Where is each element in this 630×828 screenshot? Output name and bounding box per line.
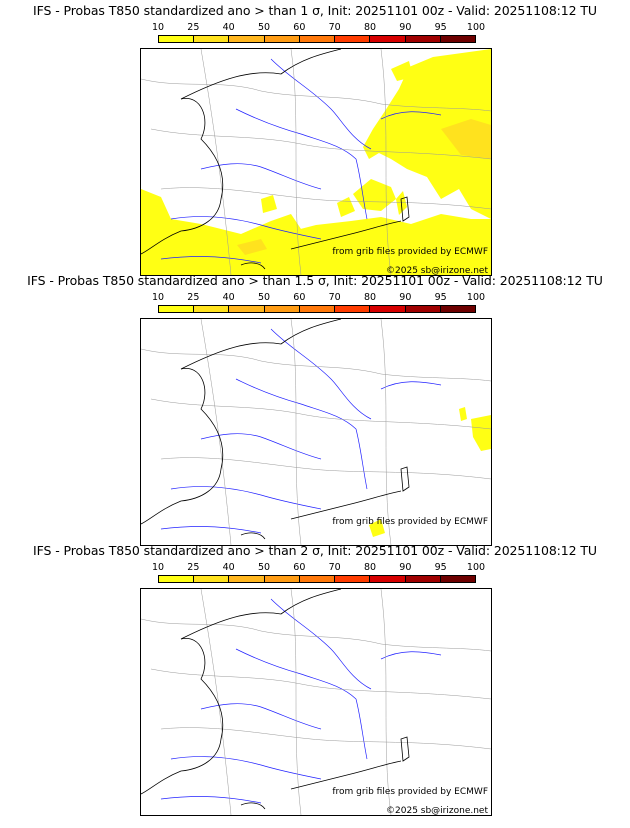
colorbar-swatch xyxy=(194,36,230,42)
colorbar-swatch xyxy=(299,306,336,312)
probability-colorbar: 10 25 40 50 60 70 80 90 95 100 xyxy=(152,562,485,585)
credit-source: from grib files provided by ECMWF xyxy=(332,787,488,797)
panel-title: IFS - Probas T850 standardized ano > tha… xyxy=(33,543,597,558)
colorbar-swatch xyxy=(264,306,300,312)
colorbar-swatch xyxy=(299,36,336,42)
probability-shading xyxy=(141,49,491,275)
colorbar-boxes xyxy=(158,575,476,583)
colorbar-tick-label: 70 xyxy=(328,292,341,303)
colorbar-tick-label: 80 xyxy=(363,22,377,33)
colorbar-tick-label: 100 xyxy=(466,292,486,303)
borders xyxy=(141,49,491,275)
colorbar-labels: 10 25 40 50 60 70 80 90 95 100 xyxy=(152,22,485,34)
colorbar-swatch xyxy=(264,36,300,42)
colorbar-swatch xyxy=(159,36,195,42)
colorbar-labels: 10 25 40 50 60 70 80 90 95 100 xyxy=(152,562,485,574)
colorbar-tick-label: 70 xyxy=(328,22,341,33)
colorbar-tick-label: 95 xyxy=(434,562,447,573)
colorbar-tick-label: 80 xyxy=(363,292,377,303)
colorbar-swatch xyxy=(405,576,441,582)
map-canvas xyxy=(141,589,491,815)
colorbar-swatch xyxy=(405,36,441,42)
forecast-panel-2sigma: IFS - Probas T850 standardized ano > tha… xyxy=(0,540,630,816)
colorbar-tick-label: 100 xyxy=(466,562,486,573)
colorbar-tick-label: 80 xyxy=(363,562,377,573)
colorbar-tick-label: 70 xyxy=(328,562,341,573)
colorbar-tick-label: 95 xyxy=(434,292,447,303)
colorbar-tick-label: 25 xyxy=(187,22,200,33)
colorbar-swatch xyxy=(229,306,265,312)
panel-title: IFS - Probas T850 standardized ano > tha… xyxy=(27,273,603,288)
colorbar-tick-label: 50 xyxy=(257,562,271,573)
probability-colorbar: 10 25 40 50 60 70 80 90 95 100 xyxy=(152,292,485,315)
rivers xyxy=(160,58,442,264)
colorbar-swatch xyxy=(159,576,195,582)
colorbar-labels: 10 25 40 50 60 70 80 90 95 100 xyxy=(152,292,485,304)
borders xyxy=(141,319,491,545)
coastline xyxy=(141,589,410,810)
colorbar-swatch xyxy=(370,306,406,312)
colorbar-swatch xyxy=(440,36,475,42)
colorbar-swatch xyxy=(159,306,195,312)
colorbar-tick-label: 50 xyxy=(257,22,271,33)
colorbar-swatch xyxy=(440,576,475,582)
colorbar-tick-label: 100 xyxy=(466,22,486,33)
colorbar-tick-label: 25 xyxy=(187,292,200,303)
colorbar-swatch xyxy=(335,36,371,42)
colorbar-swatch xyxy=(194,306,230,312)
colorbar-swatch xyxy=(229,576,265,582)
colorbar-swatch xyxy=(335,306,371,312)
credit-source: from grib files provided by ECMWF xyxy=(332,517,488,527)
colorbar-swatch xyxy=(370,36,406,42)
forecast-panel-1sigma: IFS - Probas T850 standardized ano > tha… xyxy=(0,0,630,276)
map-canvas xyxy=(141,319,491,545)
colorbar-tick-label: 40 xyxy=(222,292,235,303)
colorbar-swatch xyxy=(194,576,230,582)
colorbar-tick-label: 50 xyxy=(257,292,271,303)
probability-colorbar: 10 25 40 50 60 70 80 90 95 100 xyxy=(152,22,485,45)
colorbar-tick-label: 40 xyxy=(222,562,235,573)
colorbar-tick-label: 60 xyxy=(293,562,306,573)
colorbar-tick-label: 90 xyxy=(399,292,412,303)
colorbar-tick-label: 95 xyxy=(434,22,447,33)
colorbar-tick-label: 10 xyxy=(151,562,165,573)
credit-copyright: ©2025 sb@irizone.net xyxy=(386,266,488,276)
probability-shading xyxy=(369,407,491,537)
colorbar-swatch xyxy=(264,576,300,582)
colorbar-tick-label: 10 xyxy=(151,22,165,33)
colorbar-boxes xyxy=(158,35,476,43)
coastline xyxy=(141,49,410,270)
colorbar-tick-label: 90 xyxy=(399,562,412,573)
probability-map: from grib files provided by ECMWF xyxy=(140,318,492,546)
colorbar-swatch xyxy=(405,306,441,312)
probability-shading-darker xyxy=(237,119,491,255)
probability-map: from grib files provided by ECMWF ©2025 … xyxy=(140,48,492,276)
forecast-panel-1p5sigma: IFS - Probas T850 standardized ano > tha… xyxy=(0,270,630,546)
colorbar-swatch xyxy=(229,36,265,42)
colorbar-tick-label: 10 xyxy=(151,292,165,303)
map-canvas xyxy=(141,49,491,275)
credit-source: from grib files provided by ECMWF xyxy=(332,247,488,257)
colorbar-tick-label: 60 xyxy=(293,22,306,33)
credit-copyright: ©2025 sb@irizone.net xyxy=(386,806,488,816)
colorbar-tick-label: 60 xyxy=(293,292,306,303)
borders xyxy=(141,589,491,815)
probability-map: from grib files provided by ECMWF ©2025 … xyxy=(140,588,492,816)
colorbar-tick-label: 25 xyxy=(187,562,200,573)
rivers xyxy=(160,328,442,534)
rivers xyxy=(160,598,442,804)
colorbar-tick-label: 90 xyxy=(399,22,412,33)
coastline xyxy=(141,319,410,540)
colorbar-swatch xyxy=(370,576,406,582)
panel-title: IFS - Probas T850 standardized ano > tha… xyxy=(33,3,597,18)
colorbar-boxes xyxy=(158,305,476,313)
colorbar-swatch xyxy=(440,306,475,312)
colorbar-tick-label: 40 xyxy=(222,22,235,33)
colorbar-swatch xyxy=(299,576,336,582)
colorbar-swatch xyxy=(335,576,371,582)
